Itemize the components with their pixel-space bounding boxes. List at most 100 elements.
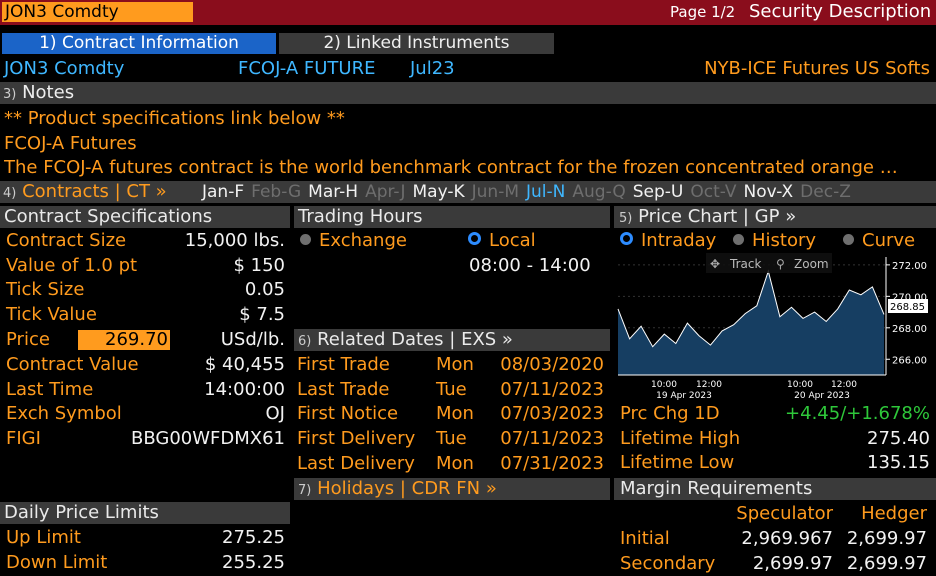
x-time-label: 10:00 [787, 380, 813, 390]
contract-month[interactable]: Dec-Z [800, 182, 851, 202]
price-line [617, 269, 885, 348]
date-weekday: Mon [436, 354, 474, 375]
curve-label: Curve [862, 230, 916, 251]
date-value: 07/31/2023 [500, 452, 604, 474]
related-dates-link[interactable]: 6) Related Dates | EXS » [298, 328, 513, 352]
intraday-radio[interactable]: Intraday [620, 229, 716, 253]
limit-label: Up Limit [6, 527, 81, 548]
margin-hedger: 2,699.97 [846, 528, 927, 549]
x-time-label: 12:00 [831, 380, 857, 390]
margin-col-speculator: Speculator [736, 503, 833, 524]
spec-label: Tick Value [6, 304, 97, 326]
contract-month[interactable]: Jun-M [471, 182, 519, 202]
page-title: Security Description [749, 1, 932, 22]
curve-radio[interactable]: Curve [843, 229, 915, 253]
related-dates-header-bar [294, 329, 610, 351]
contracts-label: Contracts | CT » [22, 181, 167, 202]
stat-value: 135.15 [867, 452, 930, 474]
y-tick-label: 270.00 [892, 292, 927, 303]
last-price-box [888, 299, 928, 313]
date-label: Last Trade [297, 378, 390, 400]
spec-label: Value of 1.0 pt [6, 254, 138, 276]
date-value: 07/11/2023 [500, 378, 604, 400]
price-chart-header-bar [614, 206, 936, 228]
tab-label: 1) Contract Information [39, 33, 239, 53]
y-tick-label: 268.00 [892, 324, 927, 335]
x-date-label: 19 Apr 2023 [656, 391, 712, 401]
ticker-input[interactable]: JON3 Comdty [2, 2, 193, 22]
contract-month[interactable]: Aug-Q [572, 182, 626, 202]
radio-icon [300, 234, 311, 245]
limit-label: Down Limit [6, 551, 108, 573]
price-input[interactable]: 269.70 [78, 330, 170, 350]
specs-header-bar [0, 206, 290, 228]
spec-label: Last Time [6, 378, 94, 400]
radio-selected-icon [468, 232, 481, 245]
page-indicator: Page 1/2 [670, 3, 736, 21]
related-dates-number: 6) [298, 334, 312, 349]
track-button[interactable]: Track [729, 257, 761, 271]
notes-header[interactable]: 3) Notes [3, 81, 74, 105]
stat-label: Lifetime Low [620, 452, 735, 474]
date-label: First Delivery [297, 428, 416, 450]
holidays-bar [294, 478, 610, 500]
spec-value: 14:00:00 [204, 378, 285, 400]
history-label: History [752, 230, 817, 251]
stat-value: +4.45/+1.678% [785, 403, 930, 424]
contract-month[interactable]: Nov-X [743, 182, 794, 202]
margin-speculator: 2,699.97 [752, 552, 833, 574]
margin-label: Secondary [620, 552, 716, 574]
spec-value: BBG00WFDMX61 [130, 428, 285, 450]
notes-link[interactable]: ** Product specifications link below ** [4, 108, 345, 129]
zoom-button[interactable]: Zoom [794, 257, 829, 271]
last-price-label: 268.85 [890, 302, 925, 313]
margin-col-hedger: Hedger [861, 503, 927, 524]
contract-month[interactable]: Jan-F [202, 182, 245, 202]
x-time-label: 12:00 [696, 380, 722, 390]
price-chart-label: Price Chart | GP » [638, 206, 797, 227]
local-label: Local [489, 230, 536, 251]
history-radio[interactable]: History [733, 229, 816, 253]
date-weekday: Mon [436, 452, 474, 474]
contract-month[interactable]: Sep-U [632, 182, 684, 202]
holidays-label: Holidays | CDR FN » [317, 478, 497, 499]
price-chart-number: 5) [619, 211, 633, 226]
notes-description: The FCOJ-A futures contract is the world… [4, 157, 898, 178]
y-tick-label: 266.00 [892, 355, 927, 366]
security-month: Jul23 [410, 58, 455, 79]
tab-contract-information[interactable]: 1) Contract Information [2, 33, 276, 54]
contract-month[interactable]: Feb-G [251, 182, 302, 202]
radio-icon [733, 234, 744, 245]
contract-month[interactable]: Jul-N [526, 182, 566, 202]
tab-linked-instruments[interactable]: 2) Linked Instruments [279, 33, 554, 54]
security-exchange: NYB-ICE Futures US Softs [704, 58, 930, 79]
contracts-bar [0, 181, 936, 203]
date-label: First Trade [297, 354, 390, 375]
notes-number: 3) [3, 87, 17, 102]
exchange-radio[interactable]: Exchange [300, 229, 407, 253]
limits-header: Daily Price Limits [4, 502, 159, 523]
track-icon: ✥ [710, 257, 720, 271]
spec-value: $ 40,455 [204, 354, 285, 375]
tab-label: 2) Linked Instruments [323, 33, 510, 53]
intraday-price-chart[interactable]: 272.00 270.00 268.00 266.00 10:00 12:00 10:00… [616, 253, 934, 401]
trading-hours-value: 08:00 - 14:00 [469, 255, 591, 276]
spec-value: $ 150 [233, 254, 285, 276]
contract-month[interactable]: Mar-H [308, 182, 359, 202]
spec-label: Contract Size [6, 230, 127, 251]
local-radio[interactable]: Local [468, 229, 536, 253]
date-weekday: Tue [436, 428, 467, 450]
contracts-link[interactable]: 4) Contracts | CT » [3, 180, 167, 204]
contract-month[interactable]: Oct-V [690, 182, 737, 202]
date-value: 07/11/2023 [500, 428, 604, 450]
intraday-label: Intraday [641, 230, 717, 251]
price-chart-link[interactable]: 5) Price Chart | GP » [619, 205, 796, 229]
date-weekday: Tue [436, 378, 467, 400]
holidays-link[interactable]: 7) Holidays | CDR FN » [298, 477, 497, 501]
contract-month[interactable]: May-K [412, 182, 465, 202]
limits-header-bar [0, 502, 290, 524]
margin-header: Margin Requirements [620, 478, 813, 499]
zoom-icon: ⚲ [776, 257, 785, 271]
contract-month[interactable]: Apr-J [365, 182, 406, 202]
security-ticker: JON3 Comdty [4, 58, 125, 79]
